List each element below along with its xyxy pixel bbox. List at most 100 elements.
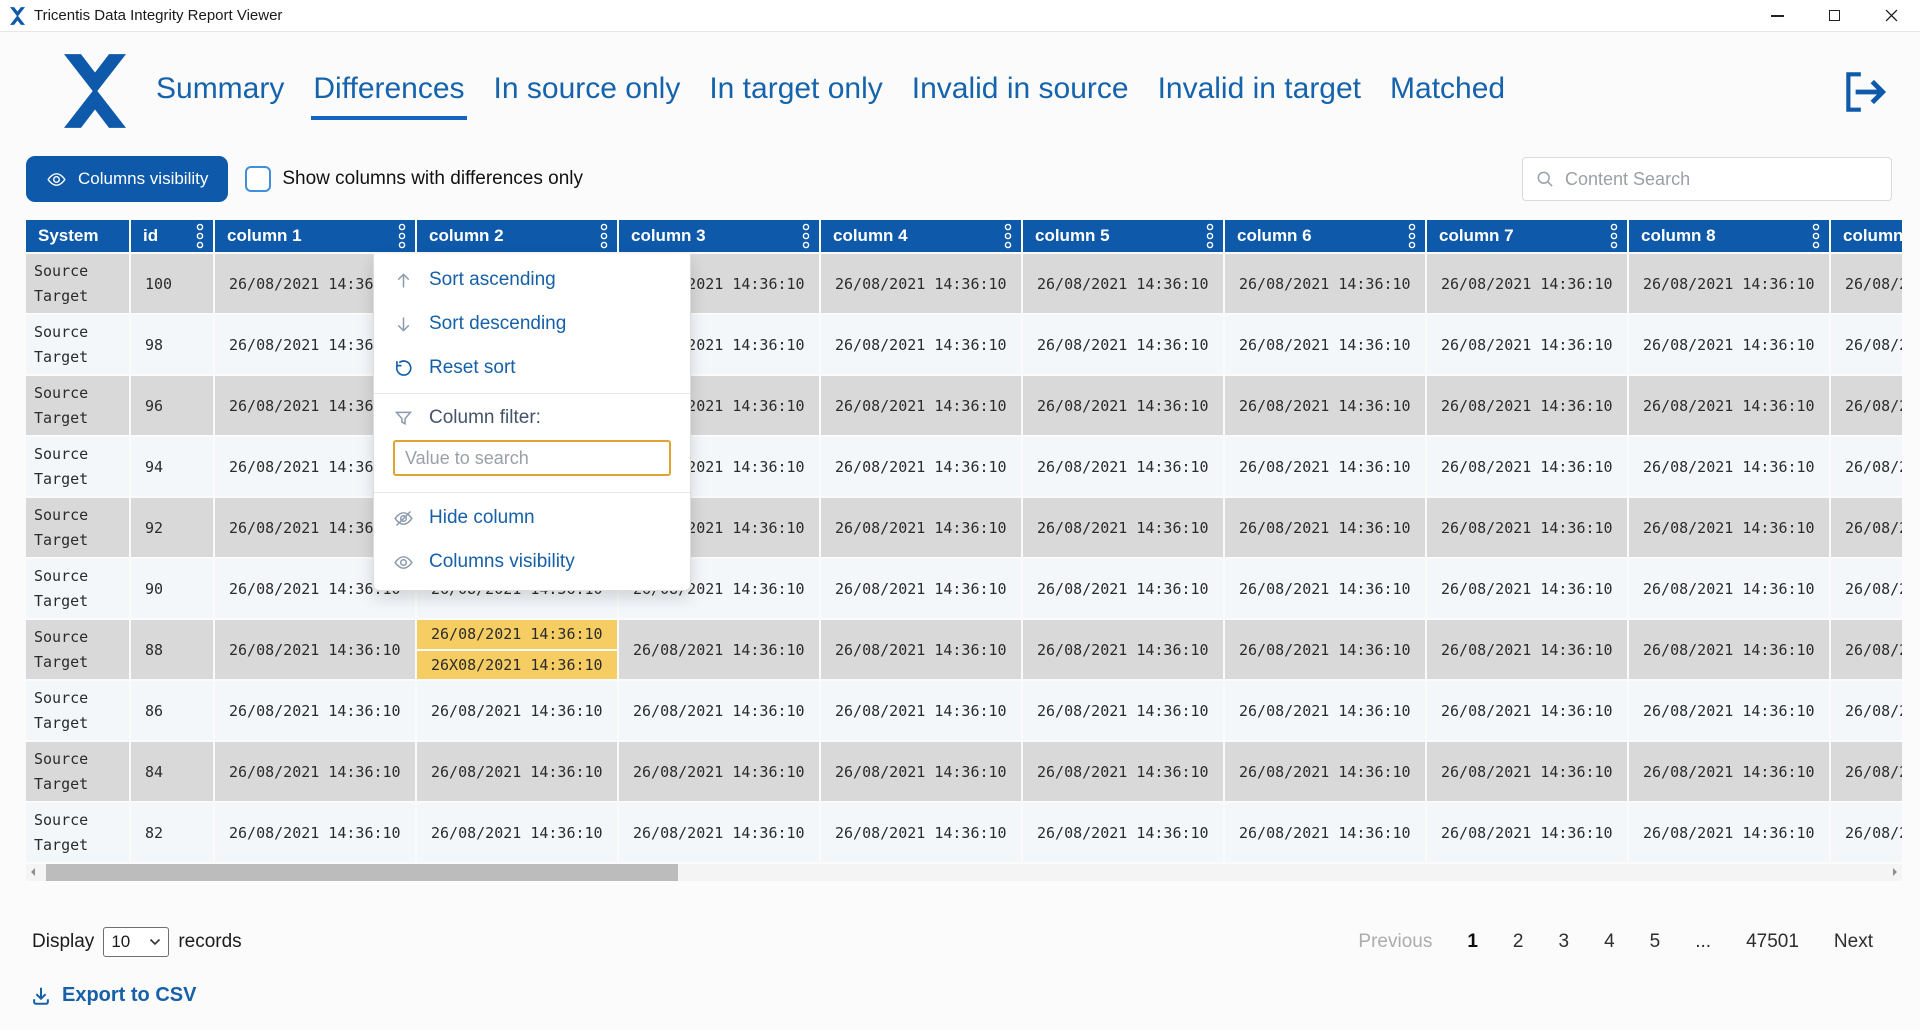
cell-column-4: 26/08/2021 14:36:10: [821, 376, 1021, 435]
cell-column-8: 26/08/2021 14:36:10: [1629, 803, 1829, 862]
system-label: Source: [34, 628, 89, 646]
column-menu-icon[interactable]: [1004, 223, 1012, 249]
system-label: Target: [34, 409, 89, 427]
tab-summary[interactable]: Summary: [156, 72, 285, 105]
column-context-menu: Sort ascending Sort descending Reset sort C…: [373, 254, 691, 591]
column-header-column-4[interactable]: column 4: [821, 220, 1021, 252]
toolbar: Columns visibility Show columns with dif…: [26, 156, 1892, 202]
scroll-left-icon[interactable]: [31, 868, 35, 876]
column-filter-input-wrap: [374, 439, 690, 489]
cell-column-9: 26/08/2021 14:36:10: [1831, 742, 1902, 801]
system-label: Target: [34, 775, 89, 793]
column-menu-icon[interactable]: [1812, 223, 1820, 249]
menu-item-label: Columns visibility: [429, 551, 575, 572]
cell-column-8: 26/08/2021 14:36:10: [1629, 498, 1829, 557]
page-next[interactable]: Next: [1833, 931, 1873, 952]
tab-differences[interactable]: Differences: [311, 68, 467, 120]
tricentis-logo: [64, 54, 126, 128]
cell-column-7: 26/08/2021 14:36:10: [1427, 559, 1627, 618]
reset-sort-item[interactable]: Reset sort: [374, 346, 690, 390]
page-2[interactable]: 2: [1512, 931, 1524, 952]
column-header-column-5[interactable]: column 5: [1023, 220, 1223, 252]
column-header-label: column 1: [227, 226, 302, 245]
page-4[interactable]: 4: [1604, 931, 1615, 952]
minimize-button[interactable]: [1749, 0, 1806, 32]
menu-item-label: Sort descending: [429, 313, 567, 334]
export-row: Export to CSV: [30, 984, 196, 1007]
column-menu-icon[interactable]: [600, 223, 608, 249]
close-button[interactable]: [1863, 0, 1920, 32]
tab-invalid-in-source[interactable]: Invalid in source: [911, 72, 1129, 105]
page-size-value: 10: [111, 932, 131, 951]
column-header-column-8[interactable]: column 8: [1629, 220, 1829, 252]
nav-tabs: Summary Differences In source only In targe…: [154, 68, 1507, 120]
tab-in-target-only[interactable]: In target only: [709, 72, 883, 105]
system-label: Source: [34, 811, 89, 829]
system-label: Source: [34, 567, 89, 585]
download-icon: [33, 987, 49, 1005]
column-filter-item: Column filter:: [374, 397, 690, 439]
column-header-column-9[interactable]: column 9: [1831, 220, 1902, 252]
tab-in-source-only[interactable]: In source only: [493, 72, 681, 105]
show-differences-label: Show columns with differences only: [282, 168, 584, 189]
eye-icon: [394, 555, 413, 569]
column-menu-icon[interactable]: [1408, 223, 1416, 249]
sort-ascending-item[interactable]: Sort ascending: [374, 258, 690, 302]
columns-visibility-button[interactable]: Columns visibility: [26, 156, 229, 202]
cell-column-5: 26/08/2021 14:36:10: [1023, 437, 1223, 496]
page-1[interactable]: 1: [1467, 931, 1478, 952]
maximize-icon: [1829, 10, 1840, 21]
sort-descending-item[interactable]: Sort descending: [374, 302, 690, 346]
cell-column-7: 26/08/2021 14:36:10: [1427, 315, 1627, 374]
column-menu-icon[interactable]: [398, 223, 406, 249]
open-report-button[interactable]: [1838, 66, 1892, 118]
cell-column-7: 26/08/2021 14:36:10: [1427, 803, 1627, 862]
cell-column-5: 26/08/2021 14:36:10: [1023, 376, 1223, 435]
columns-visibility-item[interactable]: Columns visibility: [374, 540, 690, 584]
cell-column-1: 26/08/2021 14:36:10: [215, 742, 415, 801]
display-label: Display: [32, 931, 95, 952]
column-filter-input[interactable]: [393, 440, 671, 476]
scrollbar-thumb[interactable]: [46, 864, 678, 881]
show-differences-checkbox[interactable]: [245, 166, 272, 192]
column-header-column-1[interactable]: column 1: [215, 220, 415, 252]
tab-invalid-in-target[interactable]: Invalid in target: [1157, 72, 1362, 105]
page-3[interactable]: 3: [1558, 931, 1570, 952]
column-header-column-7[interactable]: column 7: [1427, 220, 1627, 252]
column-header-id[interactable]: id: [131, 220, 213, 252]
pagination: Previous 1 2 3 4 5... 47501 Next: [1358, 931, 1873, 953]
cell-column-4: 26/08/2021 14:36:10: [821, 254, 1021, 313]
export-to-csv-button[interactable]: Export to CSV: [30, 984, 196, 1007]
column-menu-icon[interactable]: [1610, 223, 1618, 249]
column-header-column-6[interactable]: column 6: [1225, 220, 1425, 252]
tab-matched[interactable]: Matched: [1390, 72, 1506, 105]
page-5[interactable]: 5: [1649, 931, 1661, 952]
reset-sort-icon: [395, 359, 412, 376]
cell-column-9: 26/08/2021 14:36:10: [1831, 315, 1902, 374]
horizontal-scrollbar[interactable]: [26, 864, 1902, 881]
cell-id: 92: [131, 498, 213, 557]
column-header-column-2[interactable]: column 2: [417, 220, 617, 252]
page-previous[interactable]: Previous: [1358, 931, 1433, 952]
menu-item-label: Hide column: [429, 507, 535, 528]
cell-column-9: 26/08/2021 14:36:10: [1831, 254, 1902, 313]
column-menu-icon[interactable]: [1206, 223, 1214, 249]
menu-item-label: Column filter:: [429, 407, 541, 428]
scroll-right-icon[interactable]: [1893, 868, 1897, 876]
page-47501[interactable]: 47501: [1746, 931, 1799, 952]
system-label: Target: [34, 531, 89, 549]
system-label: Target: [34, 592, 89, 610]
cell-id: 88: [131, 620, 213, 679]
content-search-input[interactable]: [1565, 168, 1879, 190]
cell-column-9: 26/08/2021 14:36:10: [1831, 803, 1902, 862]
column-menu-icon[interactable]: [196, 223, 204, 249]
column-menu-icon[interactable]: [802, 223, 810, 249]
export-arrow-icon: [1846, 72, 1887, 112]
sort-descending-icon: [397, 317, 410, 332]
maximize-button[interactable]: [1806, 0, 1863, 32]
page-size-select[interactable]: 10: [103, 927, 170, 957]
column-header-label: System: [38, 226, 99, 245]
hide-column-item[interactable]: Hide column: [374, 496, 690, 540]
column-header-system[interactable]: System: [26, 220, 129, 252]
column-header-column-3[interactable]: column 3: [619, 220, 819, 252]
